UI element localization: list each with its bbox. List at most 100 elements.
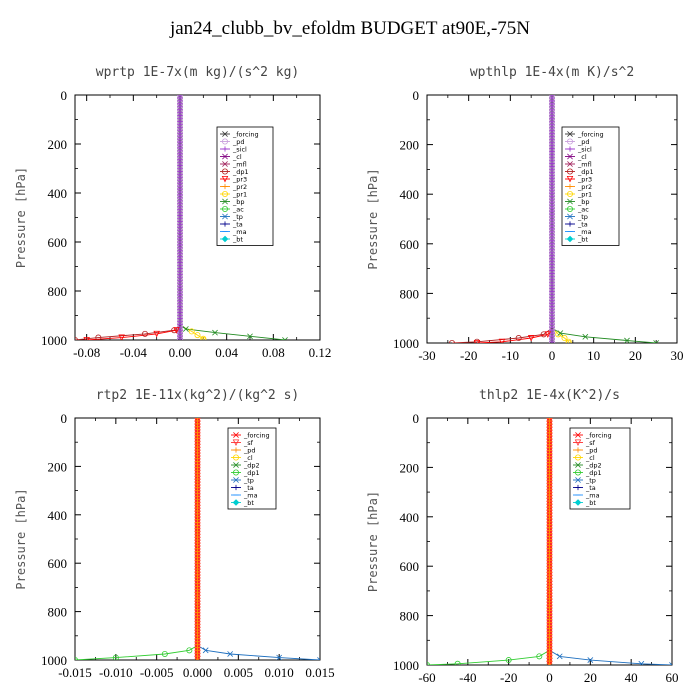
series-marker: [153, 330, 160, 338]
y-axis-label: Pressure [hPa]: [366, 491, 380, 592]
legend-label: _bt: [585, 499, 596, 507]
y-tick-label: 1000: [41, 333, 67, 348]
series-line: [427, 418, 550, 665]
panel-title: wpthlp 1E-4x(m K)/s^2: [470, 65, 634, 80]
legend-label: _dp1: [577, 168, 594, 176]
legend-marker: [232, 454, 239, 461]
y-tick-label: 200: [400, 460, 420, 475]
legend-label: _pr1: [232, 190, 247, 198]
legend: _forcing_sf_pd_cl_dp2_dp1_tp_ta_ma_bt: [227, 427, 277, 510]
series-line: [75, 95, 181, 340]
x-tick-label: 0.010: [265, 665, 294, 680]
series-marker: [282, 337, 288, 340]
legend-marker: [567, 221, 573, 227]
legend-marker: [567, 183, 573, 190]
x-tick-label: 30: [671, 348, 684, 363]
series-marker: [161, 650, 168, 657]
legend-marker: [567, 146, 573, 152]
y-tick-label: 0: [413, 88, 420, 103]
legend-marker: [566, 176, 574, 183]
y-tick-label: 0: [413, 411, 420, 426]
x-tick-label: 0: [549, 348, 556, 363]
x-tick-label: 0.12: [309, 345, 332, 360]
x-tick-label: 40: [625, 670, 638, 685]
y-axis-label: Pressure [hPa]: [366, 168, 380, 269]
y-tick-label: 600: [400, 559, 420, 574]
legend: _forcing_pd_sicl_cl_mfl_dp1_pr3_pr2_pr1_…: [216, 126, 274, 246]
series-marker: [653, 340, 660, 343]
legend-label: _forcing: [243, 431, 270, 439]
legend-label: _sf: [585, 439, 596, 447]
series-line: [476, 95, 553, 343]
series-marker: [83, 337, 90, 340]
series-marker: [173, 327, 180, 334]
y-tick-label: 800: [48, 605, 68, 620]
legend-label: _dp1: [243, 469, 260, 477]
legend-marker: [222, 198, 228, 205]
legend-label: _forcing: [232, 130, 259, 138]
series-marker: [557, 330, 564, 336]
legend-marker: [233, 484, 239, 491]
figure-title: jan24_clubb_bv_efoldm BUDGET at90E,-75N: [169, 18, 531, 39]
legend-label: _pr3: [577, 175, 592, 183]
plot-area: [427, 418, 672, 665]
legend-marker: [221, 190, 228, 197]
series-marker: [186, 647, 193, 654]
x-tick-label: 0: [546, 670, 553, 685]
series-marker: [638, 660, 645, 665]
legend-marker: [222, 153, 228, 160]
y-tick-label: 200: [48, 137, 68, 152]
x-tick-label: 0.04: [215, 345, 238, 360]
legend-marker: [221, 205, 228, 212]
legend-marker: [233, 477, 239, 483]
series-line: [86, 95, 181, 340]
series-marker: [498, 338, 506, 343]
legend-label: _ma: [585, 491, 600, 499]
legend-label: _ta: [577, 220, 588, 228]
legend-marker: [567, 161, 573, 167]
series-marker: [473, 340, 481, 343]
legend: _forcing_sf_pd_cl_dp2_dp1_tp_ta_ma_bt: [569, 427, 631, 510]
legend-marker: [232, 469, 239, 476]
y-tick-label: 400: [48, 186, 68, 201]
series-marker: [202, 647, 209, 654]
series-marker: [669, 662, 672, 665]
legend-label: _ma: [243, 491, 258, 499]
legend-label: _sicl: [232, 145, 247, 153]
series-marker: [474, 338, 480, 343]
x-tick-label: -0.015: [58, 665, 92, 680]
plot-area: [449, 95, 660, 343]
x-tick-label: -0.010: [99, 665, 133, 680]
y-tick-label: 400: [400, 510, 420, 525]
legend-marker: [575, 477, 581, 483]
legend-marker: [222, 183, 228, 190]
y-tick-label: 600: [400, 237, 420, 252]
plot-area: [75, 95, 288, 340]
y-axis-label: Pressure [hPa]: [14, 488, 28, 589]
legend-marker: [222, 213, 228, 220]
panel-title: rtp2 1E-11x(kg^2)/(kg^2 s): [96, 388, 300, 403]
legend-marker: [222, 161, 228, 167]
legend-marker: [575, 432, 581, 438]
legend-marker: [567, 198, 573, 205]
x-tick-label: 0.08: [262, 345, 285, 360]
legend-label: _sicl: [577, 145, 592, 153]
x-tick-label: 20: [584, 670, 597, 685]
axes-frame: [74, 94, 321, 341]
x-tick-label: 60: [666, 670, 679, 685]
x-tick-label: -40: [459, 670, 476, 685]
series-marker: [227, 651, 234, 657]
plot-area: [75, 418, 320, 660]
series-marker: [546, 661, 553, 665]
x-tick-label: 20: [629, 348, 642, 363]
legend-label: _pr2: [232, 183, 247, 191]
x-tick-label: 0.005: [224, 665, 253, 680]
series-marker: [188, 328, 195, 335]
legend-label: _tp: [232, 213, 243, 221]
legend-marker: [567, 153, 573, 160]
legend-label: _ma: [577, 228, 592, 236]
series-line: [179, 95, 204, 340]
legend-label: _dp1: [585, 469, 602, 477]
